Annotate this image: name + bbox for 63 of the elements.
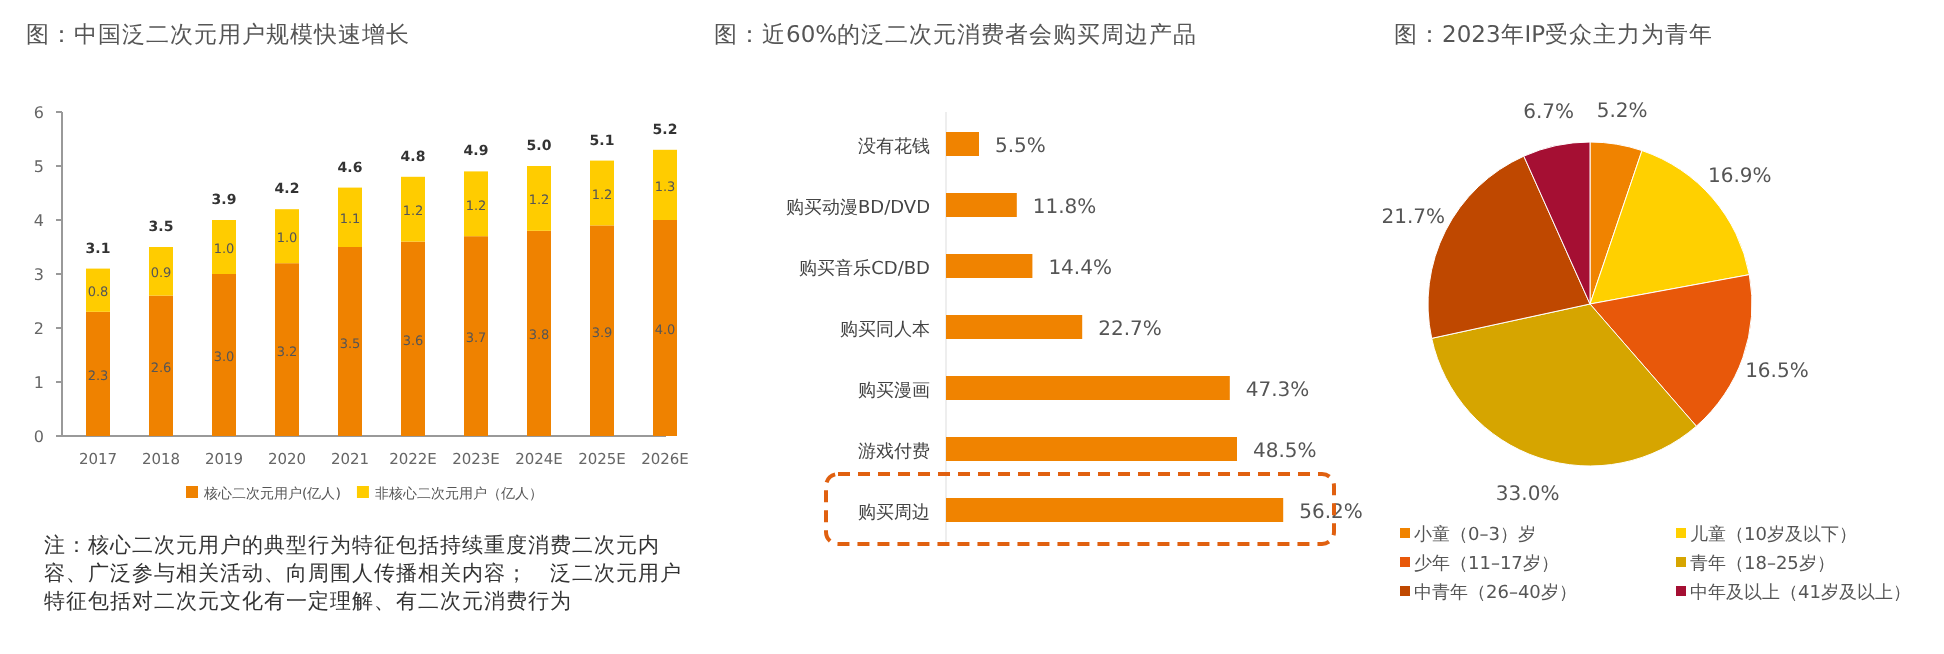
bar xyxy=(946,437,1237,461)
data-label: 16.9% xyxy=(1707,166,1772,189)
data-label: 21.7% xyxy=(1381,206,1446,229)
legend-label: 少年（11–17岁） xyxy=(1414,553,1559,575)
chart-title: 图：2023年IP受众主力为青年 xyxy=(1394,20,1714,48)
data-label: 14.4% xyxy=(1048,258,1112,280)
legend-label: 儿童（10岁及以下） xyxy=(1690,524,1857,546)
y-tick-label: 购买同人本 xyxy=(840,319,930,341)
y-tick-label: 2 xyxy=(33,320,44,338)
bar xyxy=(464,236,488,436)
bar xyxy=(946,193,1017,217)
bar xyxy=(946,254,1033,278)
y-tick-label: 购买漫画 xyxy=(858,380,930,402)
chart-title: 图：近60%的泛二次元消费者会购买周边产品 xyxy=(714,20,1198,48)
data-label: 11.8% xyxy=(1032,197,1097,219)
legend-label: 小童（0–3）岁 xyxy=(1414,524,1536,546)
bar xyxy=(946,376,1230,400)
y-tick-label: 0 xyxy=(33,428,44,446)
bar xyxy=(527,230,551,436)
legend-label: 中年及以上（41岁及以上） xyxy=(1690,582,1911,604)
bar xyxy=(149,247,173,296)
y-tick-label: 1 xyxy=(33,374,44,392)
data-label: 56.2% xyxy=(1299,502,1363,524)
bar xyxy=(401,241,425,436)
y-tick-label: 4 xyxy=(33,212,44,230)
bar xyxy=(149,295,173,436)
data-label: 6.7% xyxy=(1523,102,1575,125)
data-label: 5.5% xyxy=(995,136,1046,158)
bar xyxy=(946,132,979,156)
data-label: 48.5% xyxy=(1253,441,1317,463)
y-tick-label: 购买周边 xyxy=(858,502,930,524)
text: 注：核心二次元用户的典型行为特征包括持续重度消费二次元内容、广泛参与相关活动、向周围人传播相关内容； 泛二次元用户特征包括对二次元文化有一定理解、有二次元消费行为 xyxy=(44,532,684,616)
data-label: 33.0% xyxy=(1495,483,1560,506)
bar xyxy=(653,220,677,436)
y-tick-label: 3 xyxy=(33,266,44,284)
legend-label: 中青年（26–40岁） xyxy=(1414,582,1577,604)
data-label: 22.7% xyxy=(1098,319,1162,341)
bar xyxy=(527,166,551,231)
y-tick-label: 购买动漫BD/DVD xyxy=(786,197,931,219)
y-tick-label: 购买音乐CD/BD xyxy=(799,258,931,280)
legend-label: 青年（18–25岁） xyxy=(1690,553,1835,575)
bar xyxy=(338,247,362,436)
bar xyxy=(464,171,488,237)
chart-title: 图：中国泛二次元用户规模快速增长 xyxy=(26,20,410,48)
bar xyxy=(590,160,614,226)
bar xyxy=(212,274,236,436)
bar xyxy=(946,315,1083,339)
bar xyxy=(275,263,299,436)
y-tick-label: 没有花钱 xyxy=(858,136,930,158)
bar xyxy=(946,498,1284,522)
data-label: 47.3% xyxy=(1245,380,1310,402)
bar xyxy=(86,311,110,436)
bar xyxy=(401,176,425,242)
data-label: 16.5% xyxy=(1745,361,1809,384)
bar xyxy=(275,209,299,264)
y-tick-label: 游戏付费 xyxy=(858,441,930,463)
y-tick-label: 6 xyxy=(33,104,44,122)
y-tick-label: 5 xyxy=(33,158,44,176)
data-label: 5.2% xyxy=(1596,100,1648,123)
bar xyxy=(653,149,677,220)
bar xyxy=(338,187,362,247)
bar xyxy=(212,220,236,274)
bar xyxy=(590,225,614,436)
